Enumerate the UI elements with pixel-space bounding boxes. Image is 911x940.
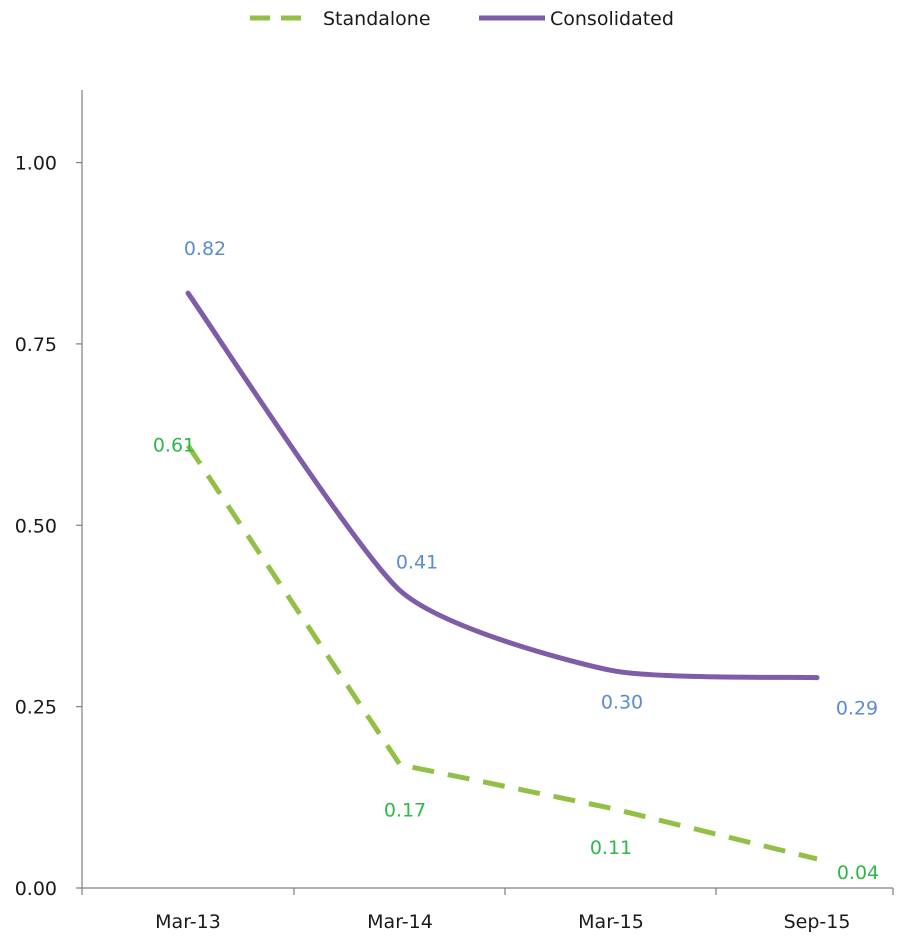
x-tick-label: Mar-15: [578, 911, 644, 933]
legend: Standalone Consolidated: [250, 8, 674, 30]
series-line-consolidated: [185, 290, 820, 681]
data-label-consolidated: 0.29: [836, 698, 878, 720]
series-line-standalone: [185, 444, 818, 862]
data-label-standalone: 0.11: [590, 837, 632, 859]
y-tick-label: 0.75: [15, 334, 57, 356]
x-tick-label: Sep-15: [784, 911, 851, 933]
y-tick-label: 1.00: [15, 153, 57, 175]
y-tick-label: 0.00: [15, 878, 57, 900]
data-label-standalone: 0.61: [153, 434, 195, 456]
data-label-consolidated: 0.41: [396, 552, 438, 574]
x-tick-label: Mar-14: [367, 911, 433, 933]
data-labels: 0.61 0.17 0.11 0.04 0.82 0.41 0.30 0.29: [153, 238, 879, 884]
axes: 0.00 0.25 0.50 0.75 1.00 Mar-13 Mar-14 Mar-15 Se…: [15, 90, 894, 933]
legend-label-standalone: Standalone: [323, 8, 431, 30]
x-tick-label: Mar-13: [155, 911, 221, 933]
legend-label-consolidated: Consolidated: [550, 8, 674, 30]
data-label-standalone: 0.17: [384, 800, 426, 822]
data-label-consolidated: 0.30: [601, 691, 643, 713]
data-label-standalone: 0.04: [837, 862, 879, 884]
y-tick-label: 0.25: [15, 697, 57, 719]
y-tick-label: 0.50: [15, 515, 57, 537]
series-lines: [185, 290, 820, 862]
data-label-consolidated: 0.82: [184, 238, 226, 260]
